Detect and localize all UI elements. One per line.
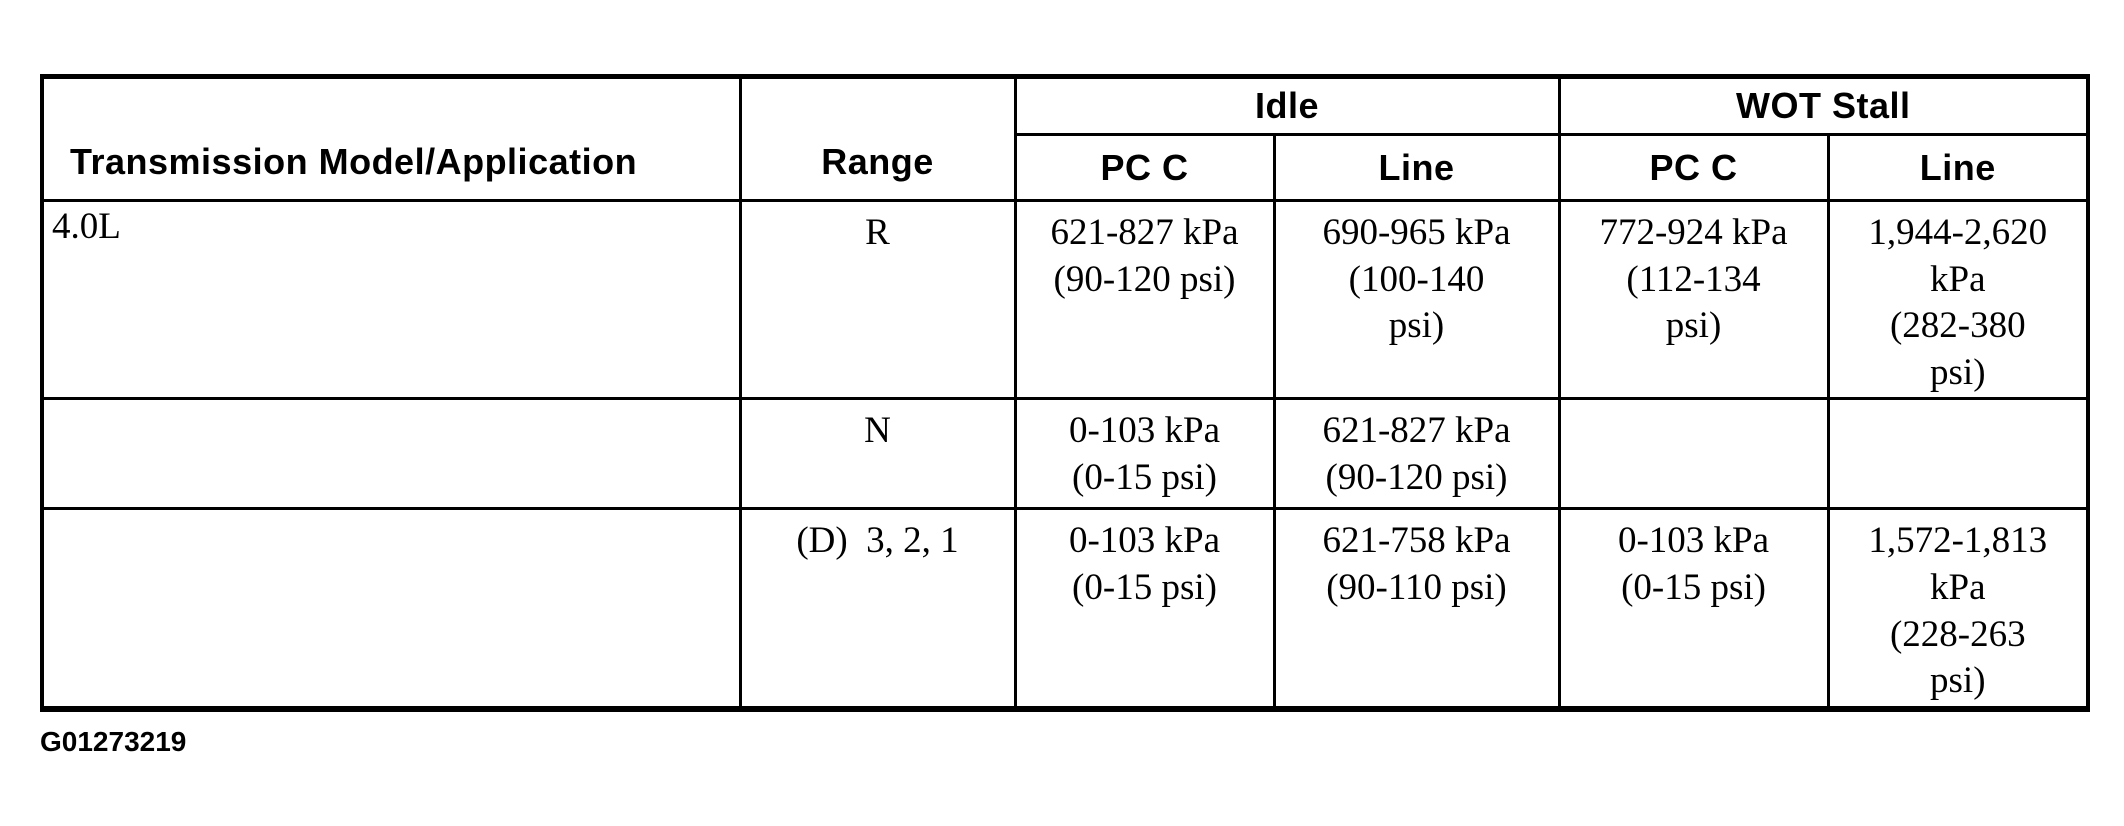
cell-range: N xyxy=(738,397,1017,511)
cell-wot-line xyxy=(1826,397,2090,511)
cell-idle-pcc: 0-103 kPa (0-15 psi) xyxy=(1013,507,1276,711)
pressure-spec-table: Transmission Model/Application Range Idl… xyxy=(40,74,2091,712)
cell-wot-line: 1,572-1,813 kPa (228-263 psi) xyxy=(1826,507,2090,711)
header-row-subcolumns: PC C Line PC C Line xyxy=(42,133,2090,202)
cell-idle-line: 690-965 kPa (100-140 psi) xyxy=(1272,198,1561,401)
header-idle-group: Idle xyxy=(1013,75,1561,136)
header-wot-line: Line xyxy=(1826,133,2090,202)
cell-wot-pcc: 772-924 kPa (112-134 psi) xyxy=(1557,198,1830,401)
header-range: Range xyxy=(738,75,1017,202)
table-row: (D) 3, 2, 1 0-103 kPa (0-15 psi) 621-758… xyxy=(40,507,2090,711)
cell-model xyxy=(40,397,742,511)
header-transmission-model: Transmission Model/Application xyxy=(40,75,742,202)
cell-idle-line: 621-827 kPa (90-120 psi) xyxy=(1272,397,1561,511)
table-row: 4.0L R 621-827 kPa (90-120 psi) 690-965 … xyxy=(40,198,2090,401)
transmission-pressure-table: Transmission Model/Application Range Idl… xyxy=(40,74,2091,712)
cell-model: 4.0L xyxy=(40,198,742,401)
figure-code-label: G01273219 xyxy=(40,726,187,757)
cell-range: (D) 3, 2, 1 xyxy=(738,507,1017,711)
cell-model xyxy=(40,507,742,711)
cell-wot-pcc xyxy=(1557,397,1830,511)
cell-idle-pcc: 0-103 kPa (0-15 psi) xyxy=(1013,397,1276,511)
cell-wot-pcc: 0-103 kPa (0-15 psi) xyxy=(1557,507,1830,711)
cell-wot-line: 1,944-2,620 kPa (282-380 psi) xyxy=(1826,198,2090,401)
header-row-groups: Transmission Model/Application Range Idl… xyxy=(40,75,2090,202)
header-wot-pcc: PC C xyxy=(1557,133,1830,202)
cell-idle-pcc: 621-827 kPa (90-120 psi) xyxy=(1013,198,1276,401)
header-idle-line: Line xyxy=(1272,133,1561,202)
header-wot-stall-group: WOT Stall xyxy=(1557,75,2090,136)
cell-idle-line: 621-758 kPa (90-110 psi) xyxy=(1272,507,1561,711)
header-idle-pcc: PC C xyxy=(1013,133,1276,202)
cell-range: R xyxy=(738,198,1017,401)
table-row: N 0-103 kPa (0-15 psi) 621-827 kPa (90-1… xyxy=(40,397,2090,511)
